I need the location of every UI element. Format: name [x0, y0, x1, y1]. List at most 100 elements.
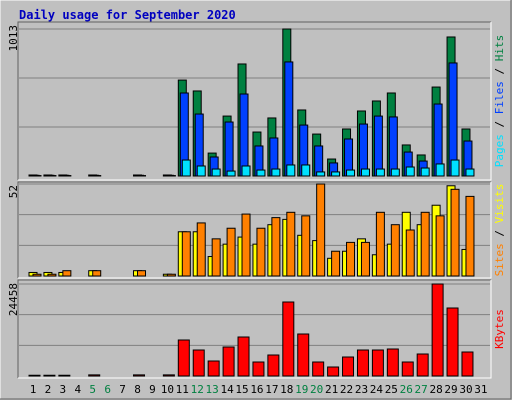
bar — [371, 349, 384, 377]
bar — [465, 168, 475, 177]
legend-separator: / — [493, 61, 506, 81]
bar — [62, 270, 72, 277]
bar — [192, 349, 205, 377]
bar — [465, 195, 475, 277]
bar — [28, 374, 41, 377]
legend: Pages / Files / Hits — [493, 35, 506, 168]
bar — [88, 374, 101, 377]
chart-title: Daily usage for September 2020 — [19, 8, 236, 22]
y-max-label: 24458 — [7, 283, 20, 316]
bar — [301, 164, 311, 177]
x-tick-label: 24 — [370, 383, 384, 396]
x-tick-label: 27 — [415, 383, 428, 396]
bar — [312, 361, 325, 377]
bar — [196, 222, 206, 277]
bar — [435, 215, 445, 277]
panel-bevel — [18, 280, 492, 379]
x-tick-label: 26 — [400, 383, 413, 396]
bar — [239, 93, 249, 177]
bar — [448, 62, 458, 177]
bar — [327, 366, 340, 377]
bar — [137, 270, 147, 277]
x-tick-label: 22 — [340, 383, 353, 396]
x-tick-label: 6 — [104, 383, 111, 396]
x-tick-label: 10 — [161, 383, 174, 396]
legend-entry: Files — [493, 81, 506, 114]
x-tick-label: 21 — [325, 383, 338, 396]
legend-entry: KBytes — [493, 309, 506, 349]
bar — [390, 168, 400, 177]
bar — [316, 183, 326, 277]
bar — [331, 250, 341, 277]
bar — [196, 165, 206, 177]
bar — [373, 115, 383, 177]
legend-entry: Visits — [493, 184, 506, 224]
x-tick-label: 11 — [176, 383, 189, 396]
x-tick-label: 12 — [191, 383, 204, 396]
bar — [450, 159, 460, 177]
bar — [271, 168, 281, 177]
x-tick-label: 7 — [119, 383, 126, 396]
bar — [420, 167, 430, 177]
bar — [282, 301, 295, 377]
bar — [211, 168, 221, 177]
x-tick-label: 25 — [385, 383, 398, 396]
bar — [375, 211, 385, 277]
legend-separator: / — [493, 223, 506, 243]
bar — [431, 283, 444, 377]
x-tick-label: 29 — [444, 383, 457, 396]
legend-entry: Pages — [493, 134, 506, 167]
bar — [92, 270, 102, 277]
legend: KBytes — [493, 309, 506, 349]
bar — [256, 227, 266, 277]
bar — [222, 346, 235, 377]
bar — [386, 348, 399, 377]
x-tick-label: 28 — [429, 383, 442, 396]
bar — [286, 211, 296, 277]
x-tick-label: 3 — [60, 383, 67, 396]
bar — [211, 238, 221, 277]
bar — [226, 227, 236, 277]
bar — [356, 349, 369, 377]
legend-separator: / — [493, 114, 506, 134]
x-tick-label: 14 — [220, 383, 234, 396]
bar — [301, 215, 311, 277]
x-tick-label: 19 — [295, 383, 308, 396]
bar — [360, 168, 370, 177]
legend-entry: Hits — [493, 35, 506, 62]
bar — [401, 361, 414, 377]
bar — [388, 116, 398, 177]
bar — [375, 168, 385, 177]
bar — [405, 166, 415, 177]
y-max-label: 52 — [7, 185, 20, 198]
bar — [446, 307, 459, 377]
bar — [252, 361, 265, 377]
bar — [284, 61, 294, 177]
bar — [133, 374, 146, 377]
bar — [435, 163, 445, 177]
panel-bevel — [17, 181, 491, 278]
x-tick-label: 17 — [265, 383, 278, 396]
panel-bevel — [18, 22, 492, 181]
y-max-label: 1013 — [7, 25, 20, 52]
x-tick-label: 4 — [74, 383, 81, 396]
bar — [226, 170, 236, 177]
bar — [181, 159, 191, 177]
x-tick-label: 18 — [280, 383, 293, 396]
bar — [360, 241, 370, 277]
bar — [256, 169, 266, 177]
bar — [450, 188, 460, 277]
x-tick-label: 15 — [235, 383, 248, 396]
bar — [316, 171, 326, 177]
bar — [286, 164, 296, 177]
x-tick-label: 1 — [30, 383, 37, 396]
bar — [32, 273, 42, 277]
x-tick-label: 23 — [355, 383, 368, 396]
bar — [177, 339, 190, 377]
bar — [297, 333, 310, 377]
bar — [271, 217, 281, 277]
bar — [241, 165, 251, 177]
bar — [346, 241, 356, 277]
